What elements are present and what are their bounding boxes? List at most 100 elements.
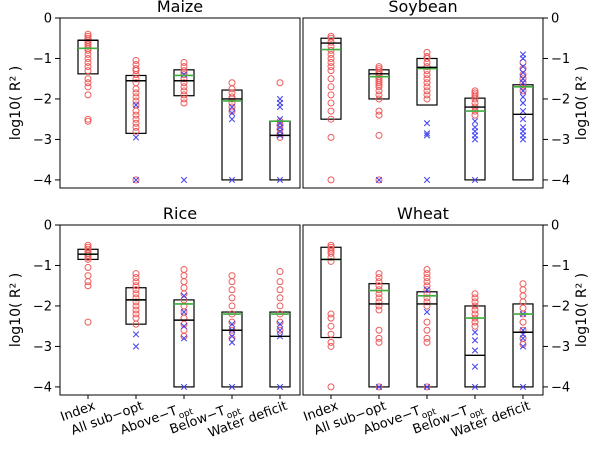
- data-point-circle: [132, 310, 140, 318]
- box: [173, 299, 195, 388]
- data-point-circle: [327, 50, 335, 58]
- y-tick-label: −4: [33, 380, 52, 395]
- data-point-cross: [180, 176, 188, 184]
- y-tick-label: −1: [33, 52, 52, 67]
- data-point-circle: [84, 91, 92, 99]
- data-point-circle: [132, 320, 140, 328]
- data-point-circle: [84, 278, 92, 286]
- data-point-circle: [132, 97, 140, 105]
- data-point-circle: [375, 274, 383, 282]
- data-point-cross: [180, 292, 188, 300]
- data-point-cross: [228, 339, 236, 346]
- box: [512, 303, 534, 388]
- box: [125, 287, 147, 325]
- data-point-circle: [327, 342, 335, 350]
- data-point-circle: [84, 255, 92, 263]
- data-point-circle: [132, 85, 140, 93]
- data-point-cross: [132, 176, 140, 184]
- y-tick-label: 0: [551, 12, 559, 27]
- y-axis-label: log10( R² ): [574, 273, 590, 347]
- y-tick-label: −4: [33, 173, 52, 188]
- data-point-circle: [327, 107, 335, 115]
- data-point-cross: [471, 363, 479, 370]
- data-point-cross: [471, 118, 479, 125]
- y-tick-label: −1: [551, 52, 570, 67]
- data-point-circle: [180, 67, 188, 75]
- data-point-circle: [327, 257, 335, 265]
- box: [416, 57, 438, 106]
- data-point-circle: [132, 119, 140, 127]
- y-tick-label: −3: [551, 340, 570, 355]
- data-point-cross: [228, 109, 236, 117]
- data-point-circle: [375, 294, 383, 302]
- data-point-circle: [132, 274, 140, 282]
- data-point-circle: [519, 280, 527, 288]
- y-tick-label: 0: [44, 219, 52, 234]
- data-point-circle: [180, 284, 188, 292]
- panel-title: Soybean: [388, 0, 457, 16]
- data-point-cross: [375, 383, 383, 391]
- data-point-circle: [471, 91, 479, 99]
- data-point-circle: [423, 270, 431, 278]
- data-point-circle: [327, 99, 335, 107]
- data-point-circle: [84, 59, 92, 67]
- data-point-cross: [276, 320, 284, 328]
- data-point-cross: [228, 116, 236, 123]
- panel-frame: [302, 224, 544, 396]
- data-point-circle: [132, 57, 140, 64]
- data-point-cross: [519, 63, 527, 70]
- data-point-circle: [276, 278, 284, 286]
- data-point-cross: [423, 176, 431, 184]
- data-point-cross: [276, 103, 284, 111]
- data-point-circle: [180, 99, 188, 107]
- data-point-cross: [132, 101, 140, 109]
- data-point-circle: [519, 286, 527, 294]
- data-point-circle: [471, 318, 479, 326]
- data-point-circle: [228, 107, 236, 115]
- data-point-cross: [519, 79, 527, 86]
- data-point-circle: [180, 95, 188, 103]
- data-point-circle: [327, 63, 335, 71]
- data-point-cross: [180, 323, 188, 330]
- data-point-circle: [276, 318, 284, 326]
- data-point-circle: [84, 46, 92, 54]
- data-point-circle: [132, 75, 140, 83]
- data-point-circle: [276, 133, 284, 141]
- data-point-circle: [84, 115, 92, 123]
- data-point-circle: [327, 310, 335, 318]
- data-point-circle: [228, 103, 236, 111]
- data-point-circle: [132, 89, 140, 97]
- data-point-circle: [327, 54, 335, 62]
- data-point-circle: [471, 111, 479, 119]
- data-point-circle: [180, 91, 188, 99]
- data-point-circle: [84, 272, 92, 280]
- data-point-circle: [132, 115, 140, 123]
- data-point-circle: [180, 87, 188, 95]
- data-point-cross: [519, 55, 527, 62]
- data-point-cross: [471, 176, 479, 184]
- data-point-circle: [132, 270, 140, 278]
- y-tick-label: 0: [551, 219, 559, 234]
- y-tick-label: −3: [551, 133, 570, 148]
- data-point-circle: [84, 282, 92, 290]
- y-tick-label: 0: [44, 12, 52, 27]
- data-point-circle: [228, 286, 236, 294]
- data-point-cross: [423, 286, 431, 293]
- data-point-circle: [132, 93, 140, 101]
- data-point-circle: [375, 338, 383, 346]
- data-point-circle: [471, 302, 479, 310]
- data-point-cross: [519, 335, 527, 342]
- panel-title: Wheat: [397, 204, 449, 223]
- data-point-circle: [423, 79, 431, 87]
- data-point-circle: [84, 63, 92, 71]
- data-point-circle: [471, 298, 479, 306]
- data-point-circle: [132, 286, 140, 294]
- data-point-circle: [423, 334, 431, 342]
- data-point-cross: [519, 383, 527, 391]
- data-point-cross: [228, 103, 236, 111]
- data-point-circle: [327, 314, 335, 322]
- data-point-circle: [327, 83, 335, 91]
- data-point-circle: [132, 67, 140, 75]
- data-point-cross: [375, 176, 383, 184]
